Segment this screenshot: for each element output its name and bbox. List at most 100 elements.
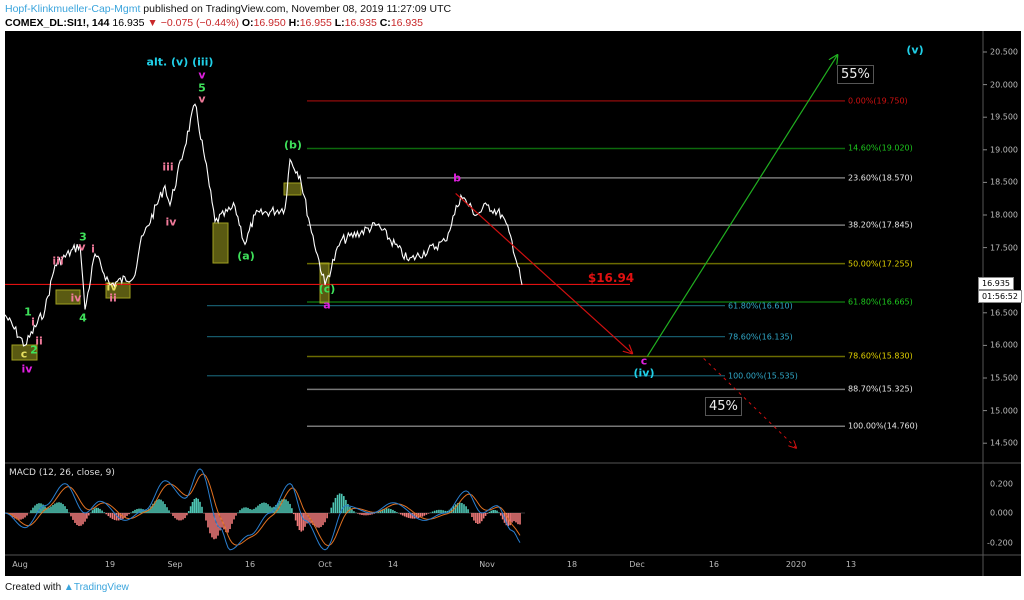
time-axis-label: Sep xyxy=(167,560,183,569)
price-axis-label: 18.500 xyxy=(990,177,1018,187)
symbol: COMEX_DL:SI1!, 144 xyxy=(5,17,110,29)
open-value: 16.950 xyxy=(253,17,286,29)
time-axis-label: Aug xyxy=(12,560,28,569)
tradingview-link[interactable]: TradingView xyxy=(73,582,129,593)
price-series-line xyxy=(5,103,523,347)
price-axis-label: 19.000 xyxy=(990,145,1018,155)
last-price: 16.935 xyxy=(112,17,145,29)
price-axis-label: 16.000 xyxy=(990,340,1018,350)
low-label: L: xyxy=(334,17,345,29)
publish-info: Hopf-Klinkmueller-Cap-Mgmt published on … xyxy=(5,3,451,15)
wave-label-top-v: v xyxy=(198,68,206,82)
wave-label-w3: 3 xyxy=(79,230,87,244)
price-axis-label: 16.500 xyxy=(990,308,1018,318)
fib-level-label: 61.80%(16.665) xyxy=(848,297,913,307)
footer-created: Created with xyxy=(5,582,62,593)
fib-level-label: 14.60%(19.020) xyxy=(848,143,913,153)
wave-label-alt: alt. (v) (iii) xyxy=(146,55,214,69)
wave-zone-box xyxy=(55,289,81,305)
fib-level-label: 78.60%(15.830) xyxy=(848,351,913,361)
macd-axis-label: 0.000 xyxy=(990,508,1013,518)
price-axis-label: 17.500 xyxy=(990,243,1018,253)
fib-extension-label: 61.80%(16.610) xyxy=(728,301,793,311)
wave-label-i1: i xyxy=(31,315,35,329)
price-axis-label: 18.000 xyxy=(990,210,1018,220)
wave-label-a-low: a xyxy=(323,298,331,312)
current-price-tag: 16.935 xyxy=(978,277,1014,290)
wave-label-iv-b: iv xyxy=(70,291,82,305)
wave-label-b-paren: (b) xyxy=(284,138,302,152)
price-axis-label: 20.000 xyxy=(990,80,1018,90)
author-link[interactable]: Hopf-Klinkmueller-Cap-Mgmt xyxy=(5,3,141,15)
wave-label-c-paren: (c) xyxy=(318,282,336,296)
wave-label-iv-low: iv xyxy=(21,362,33,376)
low-value: 16.935 xyxy=(344,17,377,29)
projection-up-arrow xyxy=(646,55,837,357)
macd-line xyxy=(5,468,521,551)
high-value: 16.955 xyxy=(299,17,332,29)
publish-text: published on TradingView.com, November 0… xyxy=(143,3,452,15)
fib-level-label: 38.20%(17.845) xyxy=(848,220,913,230)
price-axis-label: 14.500 xyxy=(990,438,1018,448)
wave-label-iv-box: iv xyxy=(106,280,118,294)
wave-label-i3: i xyxy=(91,242,95,256)
wave-label-iv-a: iv xyxy=(165,215,177,229)
wave-label-v3: v xyxy=(78,240,86,254)
wave-label-iii-a: iii xyxy=(162,160,174,174)
wave-label-w1: 1 xyxy=(24,305,32,319)
projection-down-arrow xyxy=(455,193,632,353)
fib-level-label: 0.00%(19.750) xyxy=(848,96,908,106)
macd-title: MACD (12, 26, close, 9) xyxy=(9,468,115,478)
wave-label-iii-b: iii xyxy=(52,254,64,268)
fib-level-label: 100.00%(14.760) xyxy=(848,421,918,431)
fib-level-label: 88.70%(15.325) xyxy=(848,384,913,394)
price-axis-label: 15.000 xyxy=(990,406,1018,416)
time-axis-label: 13 xyxy=(845,560,857,569)
wave-label-w2: 2 xyxy=(30,343,38,357)
tradingview-logo-icon: ▲ xyxy=(63,582,74,593)
price-axis-label: 19.500 xyxy=(990,112,1018,122)
wave-label-w4: 4 xyxy=(79,311,87,325)
wave-label-iv-paren: (iv) xyxy=(633,366,655,380)
wave-label-ii1: ii xyxy=(35,334,43,348)
wave-label-c-target: c xyxy=(640,354,648,368)
fib-level-label: 50.00%(17.255) xyxy=(848,259,913,269)
target-up-percent: 55% xyxy=(837,65,874,84)
time-axis-label: Nov xyxy=(479,560,495,569)
wave-zone-box xyxy=(283,182,302,196)
open-label: O: xyxy=(241,17,254,29)
time-axis-label: 18 xyxy=(566,560,578,569)
wave-zone-box xyxy=(105,282,131,299)
time-axis-label: 2020 xyxy=(785,560,807,569)
wave-label-top-5: 5 xyxy=(198,81,206,95)
time-axis-label: Oct xyxy=(318,560,332,569)
price-axis-label: 15.500 xyxy=(990,373,1018,383)
wave-label-ii-b: ii xyxy=(109,291,117,305)
wave-zone-box xyxy=(212,222,229,264)
chart-area[interactable]: alt. (v) (iii) v 5 v iii iv (b) (a) 3 v i iii iv 4 iv i… xyxy=(5,31,1022,576)
price-axis-label: 20.500 xyxy=(990,47,1018,57)
macd-axis-label: -0.200 xyxy=(987,538,1013,548)
footer: Created with ▲TradingView xyxy=(5,582,129,593)
price-line-label: $16.94 xyxy=(587,271,635,285)
wave-label-c-box: c xyxy=(20,347,28,361)
wave-label-top-v2: v xyxy=(198,92,206,106)
price-change: ▼ −0.075 (−0.44%) xyxy=(147,17,239,29)
wave-label-a-paren: (a) xyxy=(237,249,255,263)
alternate-projection-arrow xyxy=(703,358,796,447)
time-axis-label: 16 xyxy=(708,560,720,569)
time-axis-label: 14 xyxy=(387,560,399,569)
countdown-tag: 01:56:52 xyxy=(978,290,1022,303)
fib-level-label: 23.60%(18.570) xyxy=(848,173,913,183)
wave-label-b-low: b xyxy=(453,171,461,185)
time-axis-label: 19 xyxy=(104,560,116,569)
high-label: H: xyxy=(288,17,300,29)
time-axis-label: 16 xyxy=(244,560,256,569)
close-value: 16.935 xyxy=(390,17,423,29)
time-axis-label: Dec xyxy=(629,560,645,569)
close-label: C: xyxy=(379,17,391,29)
chart-svg[interactable] xyxy=(5,31,1021,576)
fib-extension-label: 78.60%(16.135) xyxy=(728,332,793,342)
symbol-info: COMEX_DL:SI1!, 144 16.935 ▼ −0.075 (−0.4… xyxy=(5,17,423,29)
wave-label-v-paren: (v) xyxy=(906,43,924,57)
